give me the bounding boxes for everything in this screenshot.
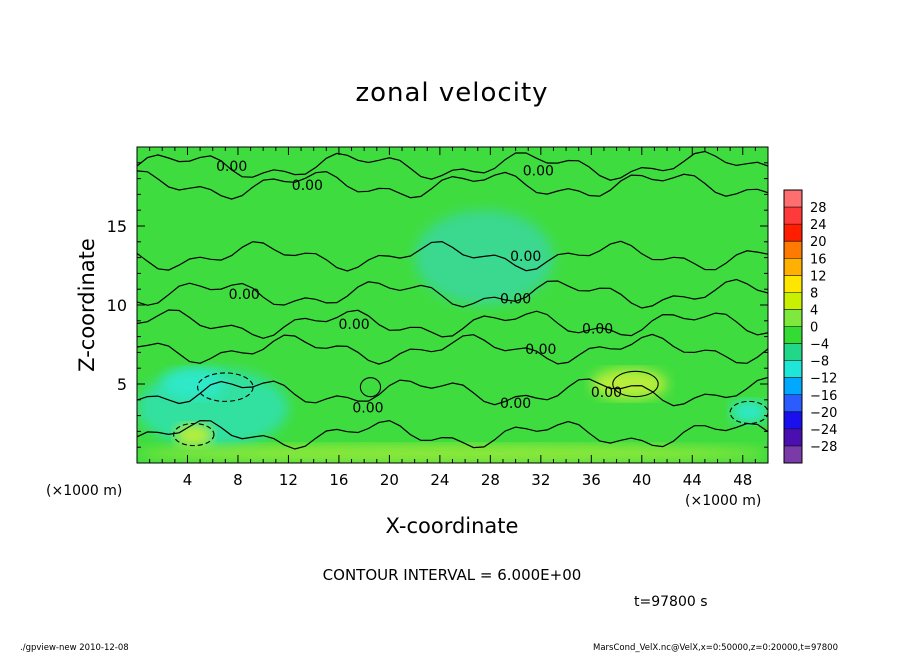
- colorbar-label: 12: [810, 269, 827, 284]
- colorbar-label: −8: [810, 355, 829, 370]
- x-axis-label: X-coordinate: [385, 514, 519, 538]
- colorbar-cell: [784, 343, 802, 361]
- y-unit-label: (×1000 m): [46, 483, 123, 499]
- colorbar-cell: [784, 411, 802, 429]
- contour-line: [137, 278, 768, 309]
- x-tick-label: 16: [329, 471, 348, 489]
- x-tick-label: 12: [279, 471, 298, 489]
- x-tick-label: 32: [531, 471, 550, 489]
- contour-line: [137, 419, 768, 450]
- colorbar-cell: [784, 241, 802, 259]
- y-tick-label: 5: [117, 375, 127, 394]
- contour-line: [137, 309, 768, 339]
- time-stamp: t=97800 s: [634, 594, 708, 610]
- y-tick-label: 15: [107, 217, 127, 236]
- contour-label: 0.00: [510, 249, 541, 265]
- contour-line: [137, 170, 768, 200]
- colorbar-label: −16: [810, 389, 837, 404]
- colorbar-label: −12: [810, 372, 837, 387]
- contour-label: 0.00: [352, 401, 383, 417]
- contour-label: 0.00: [523, 164, 554, 180]
- colorbar-cell: [784, 428, 802, 446]
- contour-label: 0.00: [525, 342, 556, 358]
- colorbar-cell: [784, 258, 802, 276]
- colorbar-cell: [784, 377, 802, 395]
- colorbar-label: 20: [810, 235, 827, 250]
- contour-label: 0.00: [338, 317, 369, 333]
- y-tick-label: 10: [107, 296, 127, 315]
- contour-line: [197, 372, 254, 402]
- contour-line: [137, 376, 768, 407]
- contour-label: 0.00: [229, 287, 260, 303]
- colorbar-label: 0: [810, 321, 818, 336]
- field-cell: [162, 368, 226, 400]
- colorbar-cell: [784, 326, 802, 344]
- contour-label: 0.00: [591, 385, 622, 401]
- field-cell: [174, 423, 213, 448]
- x-tick-label: 36: [582, 471, 601, 489]
- contour-interval-text: CONTOUR INTERVAL = 6.000E+00: [322, 566, 582, 584]
- footer-left-text: ./gpview-new 2010-12-08: [20, 643, 129, 653]
- colorbar-cell: [784, 292, 802, 310]
- contour-label: 0.00: [500, 292, 531, 308]
- x-tick-label: 4: [183, 471, 193, 489]
- colorbar-label: −28: [810, 440, 837, 455]
- field-cell: [730, 399, 768, 424]
- colorbar-cell: [784, 275, 802, 293]
- contour-label: 0.00: [582, 322, 613, 338]
- contour-line: [137, 150, 768, 181]
- contour-label: 0.00: [292, 178, 323, 194]
- field-cell: [591, 368, 668, 400]
- colorbar-label: −4: [810, 338, 829, 353]
- colorbar-cell: [784, 445, 802, 463]
- contour-line: [612, 370, 659, 398]
- colorbar-label: 28: [810, 201, 827, 216]
- footer-right-text: MarsCond_VelX.nc@VelX,x=0:50000,z=0:2000…: [593, 643, 838, 653]
- colorbar-cell: [784, 190, 802, 208]
- colorbar-cell: [784, 360, 802, 378]
- colorbar-label: 16: [810, 252, 827, 267]
- chart-title: zonal velocity: [355, 78, 549, 108]
- x-tick-label: 48: [733, 471, 752, 489]
- colorbar-label: 8: [810, 286, 818, 301]
- contour-label: 0.00: [500, 396, 531, 412]
- contour-label: 0.00: [216, 159, 247, 175]
- x-tick-label: 40: [632, 471, 651, 489]
- colorbar-cell: [784, 224, 802, 242]
- x-tick-label: 44: [683, 471, 702, 489]
- x-tick-label: 20: [380, 471, 399, 489]
- colorbar-cell: [784, 309, 802, 327]
- contour-line: [173, 422, 215, 447]
- colorbar-label: −24: [810, 423, 837, 438]
- x-unit-label: (×1000 m): [685, 493, 762, 509]
- colorbar-label: 24: [810, 218, 827, 233]
- contour-line: [137, 240, 768, 272]
- colorbar-label: −20: [810, 406, 837, 421]
- contour-line: [359, 377, 382, 398]
- colorbar-cell: [784, 394, 802, 412]
- x-tick-label: 28: [481, 471, 500, 489]
- colorbar-label: 4: [810, 303, 818, 318]
- colorbar-cell: [784, 207, 802, 225]
- x-tick-label: 24: [430, 471, 449, 489]
- x-tick-label: 8: [233, 471, 243, 489]
- contour-line: [137, 333, 768, 365]
- field-cell: [414, 210, 554, 305]
